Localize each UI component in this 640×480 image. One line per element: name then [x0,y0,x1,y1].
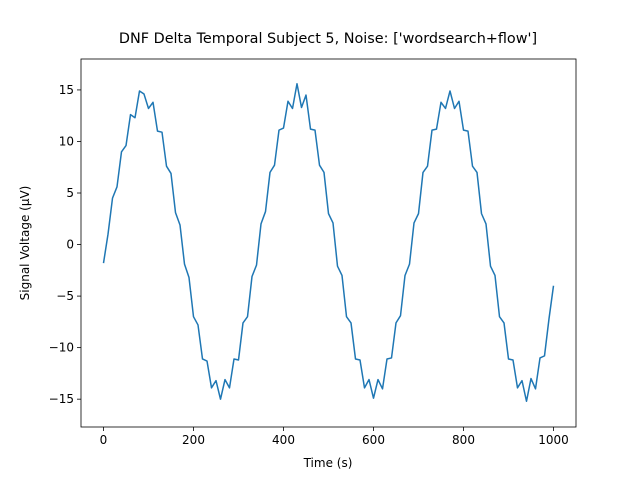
y-tick-label: 5 [66,186,74,200]
y-tick-label: −10 [49,341,74,355]
axes-frame [80,58,577,428]
y-tick-label: 0 [66,238,74,252]
x-tick-label: 600 [362,433,385,447]
x-tick-label: 0 [100,433,108,447]
y-tick-label: −5 [56,289,74,303]
chart-title: DNF Delta Temporal Subject 5, Noise: ['w… [119,31,537,47]
y-tick-label: 10 [59,134,74,148]
y-axis-label: Signal Voltage (μV) [18,186,32,301]
x-tick-label: 800 [452,433,475,447]
data-line [102,82,555,402]
x-tick-label: 1000 [538,433,569,447]
y-tick-label: 15 [59,83,74,97]
x-tick-label: 400 [272,433,295,447]
x-axis-label: Time (s) [303,456,353,470]
y-tick-label: −15 [49,392,74,406]
x-tick-label: 200 [182,433,205,447]
